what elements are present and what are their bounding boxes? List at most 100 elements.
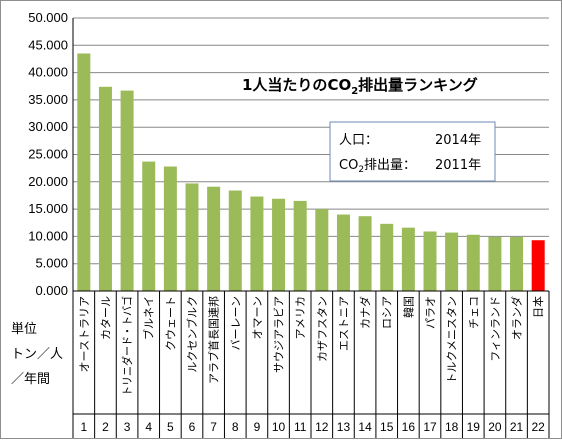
bar (315, 209, 329, 291)
y-tick-label: 15.000 (28, 201, 68, 216)
emission-label: CO2排出量： (339, 158, 416, 175)
bar (488, 236, 502, 291)
category-label: カザフスタン (316, 296, 329, 362)
chart-title-after: 排出量ランキング (358, 76, 478, 94)
unit-label-line-1: 単位 (11, 321, 37, 337)
y-tick-label: 35.000 (28, 92, 68, 107)
chart-title-before: 1人当たりのCO (242, 76, 351, 94)
population-year: 2014年 (435, 133, 481, 148)
bar (423, 231, 437, 291)
category-label: オランダ (510, 296, 524, 340)
rank-label: 19 (467, 420, 481, 434)
y-tick-label: 30.000 (28, 119, 68, 134)
category-label: アラブ首長国連邦 (207, 296, 221, 384)
population-label: 人口： (339, 133, 378, 148)
bars (77, 53, 545, 292)
bar (466, 234, 480, 291)
rank-label: 17 (423, 420, 437, 434)
bar (445, 232, 459, 291)
category-label: カタール (99, 296, 112, 340)
category-label: バーレーン (229, 296, 242, 350)
y-tick-label: 25.000 (28, 147, 68, 162)
bar (336, 214, 350, 291)
rank-label: 2 (102, 420, 109, 434)
chart-title: 1人当たりのCO2排出量ランキング (242, 76, 478, 97)
rank-label: 1 (80, 420, 87, 434)
emission-label-after: 排出量： (364, 158, 416, 173)
bar (293, 200, 307, 291)
bar (77, 53, 91, 291)
chart-title-subscript: 2 (351, 86, 358, 97)
rank-label: 14 (358, 420, 372, 434)
category-labels: オーストラリア カタール トリニダード・トバゴ ブルネイ クウェート ルクセンブルク アラブ… (78, 296, 545, 396)
rank-label: 11 (294, 420, 307, 434)
rank-label: 12 (315, 420, 329, 434)
bar (207, 186, 221, 291)
category-label: ロシア (381, 296, 394, 329)
category-label: チェコ (467, 296, 480, 329)
emission-label-before: CO (339, 158, 358, 173)
rank-label: 8 (232, 420, 239, 434)
category-label: 日本 (531, 296, 545, 318)
rank-label: 10 (272, 420, 286, 434)
rank-label: 3 (124, 420, 131, 434)
category-label: フィンランド (489, 296, 502, 362)
bar (228, 190, 242, 291)
y-tick-label: 50.000 (28, 10, 68, 25)
category-label: トリニダード・トバゴ (120, 296, 134, 396)
category-label: サウジアラビア (273, 296, 286, 373)
bar (163, 166, 177, 291)
unit-label: 単位 トン／人 ／年間 (11, 321, 63, 387)
unit-label-line-3: ／年間 (11, 372, 50, 387)
rank-label: 4 (145, 420, 152, 434)
category-label: トルクメニスタン (446, 296, 459, 384)
category-label: ルクセンブルク (185, 296, 199, 373)
y-tick-labels: 0.000 5.000 10.000 15.000 20.000 25.000 30.000… (28, 10, 68, 298)
rank-label: 9 (254, 420, 261, 434)
bar (120, 90, 134, 291)
rank-label: 16 (402, 420, 416, 434)
y-tick-label: 45.000 (28, 37, 68, 52)
bar (142, 161, 156, 291)
category-label: エストニア (337, 296, 350, 351)
category-label: アメリカ (294, 296, 307, 339)
axes (72, 18, 550, 438)
category-label: パラオ (424, 296, 437, 329)
category-label: カナダ (358, 296, 372, 329)
bar (510, 236, 524, 291)
category-label: オマーン (251, 296, 264, 339)
emission-year: 2011年 (435, 158, 481, 173)
rank-label: 21 (510, 420, 524, 434)
category-label: 韓国 (402, 296, 415, 318)
rank-labels: 1 2 3 4 5 6 7 8 9 10 11 12 13 14 15 16 17 18 19 20 21 22 (80, 420, 545, 434)
bar (380, 223, 394, 291)
category-label: クウェート (164, 296, 177, 351)
rank-label: 7 (210, 420, 217, 434)
info-box: 人口： 2014年 CO2排出量： 2011年 (329, 121, 496, 182)
bar (358, 216, 372, 291)
bar (250, 196, 264, 291)
y-tick-label: 10.000 (28, 228, 68, 243)
category-label: ブルネイ (142, 296, 156, 340)
rank-label: 6 (189, 420, 196, 434)
rank-label: 18 (445, 420, 459, 434)
bar (185, 183, 199, 291)
rank-label: 20 (488, 420, 502, 434)
bar (531, 240, 545, 291)
rank-label: 13 (337, 420, 351, 434)
bar (272, 198, 286, 291)
bar (401, 227, 415, 291)
y-tick-label: 0.000 (35, 283, 68, 298)
emission-label-sub: 2 (358, 165, 364, 175)
y-tick-label: 5.000 (35, 256, 68, 271)
y-tick-label: 20.000 (28, 174, 68, 189)
rank-label: 5 (167, 420, 174, 434)
rank-label: 15 (380, 420, 394, 434)
y-tick-label: 40.000 (28, 65, 68, 80)
bar (98, 86, 112, 292)
rank-label: 22 (532, 420, 546, 434)
category-label: オーストラリア (78, 296, 91, 372)
unit-label-line-2: トン／人 (11, 347, 63, 362)
